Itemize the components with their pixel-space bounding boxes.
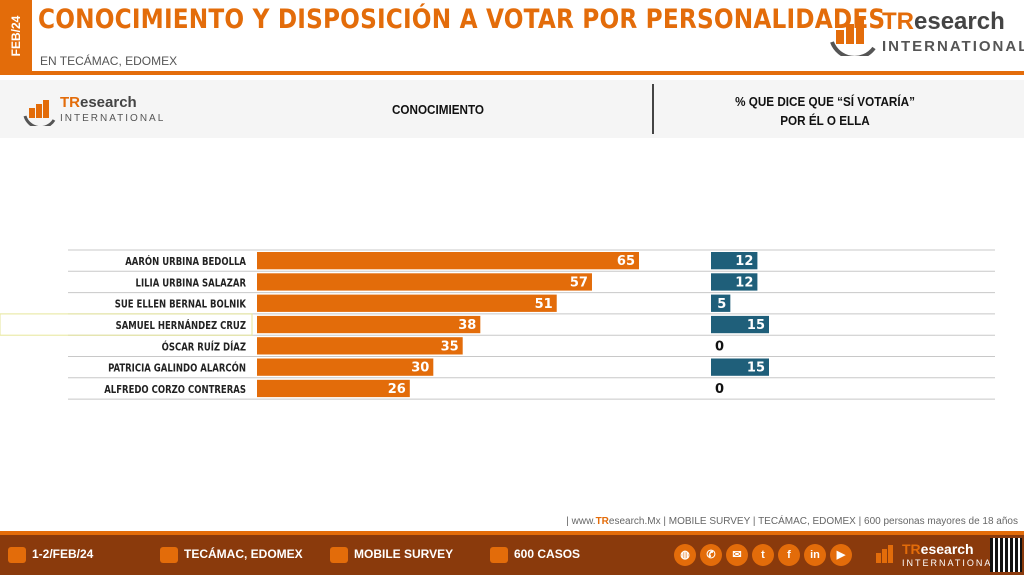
page-title: CONOCIMIENTO Y DISPOSICIÓN A VOTAR POR P…	[38, 4, 886, 35]
youtube-icon[interactable]: ▶	[830, 544, 852, 566]
column-header-conocimiento: CONOCIMIENTO	[391, 102, 485, 117]
footer-cases-label: 600 CASOS	[514, 547, 581, 562]
conocimiento-value-label: 30	[411, 361, 429, 376]
votaria-value-label: 12	[735, 254, 753, 269]
conocimiento-bar	[257, 337, 463, 355]
email-icon[interactable]: ✉	[726, 544, 748, 566]
logo-icon	[23, 100, 56, 126]
votaria-value-label: 0	[715, 382, 724, 397]
logo-brand-suffix: esearch	[914, 8, 1005, 35]
linkedin-icon[interactable]: in	[804, 544, 826, 566]
qr-code-icon[interactable]	[990, 538, 1022, 572]
votaria-value-label: 5	[717, 297, 726, 312]
footer-method-label: MOBILE SURVEY	[354, 547, 454, 562]
conocimiento-value-label: 57	[570, 275, 588, 290]
votaria-value-label: 12	[735, 275, 753, 290]
votaria-value-label: 15	[747, 318, 765, 333]
footer-bar: 1-2/FEB/24 TECÁMAC, EDOMEX MOBILE SURVEY…	[0, 535, 1024, 575]
votaria-bar	[711, 273, 758, 291]
page-subtitle: EN TECÁMAC, EDOMEX	[40, 54, 178, 68]
logo-brand-prefix: TR	[60, 94, 80, 111]
votaria-bar	[711, 315, 769, 334]
category-label: LILIA URBINA SALAZAR	[136, 277, 246, 290]
globe-icon[interactable]: ◍	[674, 544, 696, 566]
footer-date-label: 1-2/FEB/24	[32, 547, 94, 562]
votaria-value-label: 0	[715, 339, 724, 354]
column-header-votaria: % QUE DICE QUE “SÍ VOTARÍA” POR ÉL O ELL…	[695, 92, 956, 130]
logo-brand-suffix: esearch	[920, 541, 974, 557]
logo-brand-suffix: esearch	[80, 94, 137, 111]
conocimiento-value-label: 51	[535, 297, 553, 312]
conocimiento-value-label: 26	[388, 382, 406, 397]
votaria-bar	[711, 252, 758, 270]
footer-note-rest: esearch.Mx | MOBILE SURVEY | TECÁMAC, ED…	[608, 516, 1018, 527]
logo-sub: INTERNATIONAL	[60, 113, 166, 124]
conocimiento-value-label: 65	[617, 254, 635, 269]
twitter-icon[interactable]: t	[752, 544, 774, 566]
facebook-icon[interactable]: f	[778, 544, 800, 566]
footer-date: 1-2/FEB/24	[8, 547, 93, 563]
category-label: SUE ELLEN BERNAL BOLNIK	[115, 298, 247, 311]
logo-sub: INTERNATIONAL	[882, 38, 1024, 55]
votaria-value-label: 15	[747, 361, 765, 376]
logo-brand-prefix: TR	[882, 8, 914, 35]
footer-note: | www.TResearch.Mx | MOBILE SURVEY | TEC…	[566, 516, 1018, 527]
footer-note-brand: TR	[595, 516, 609, 527]
category-label: SAMUEL HERNÁNDEZ CRUZ	[116, 318, 247, 332]
logo-sub: INTERNATIONAL	[902, 558, 1000, 568]
category-label: PATRICIA GALINDO ALARCÓN	[108, 361, 246, 375]
calendar-icon	[8, 547, 26, 563]
votaria-bar	[711, 294, 731, 312]
conocimiento-bar	[257, 252, 639, 270]
category-label: ALFREDO CORZO CONTRERAS	[104, 383, 246, 396]
conocimiento-value-label: 38	[458, 318, 476, 333]
votaria-bar	[711, 358, 769, 376]
footer-note-prefix: | www.	[566, 516, 596, 527]
logo-icon	[830, 18, 876, 56]
date-tab: FEB/24	[0, 0, 32, 72]
conocimiento-bar	[257, 294, 557, 312]
conocimiento-bar	[257, 315, 481, 334]
survey-icon	[330, 547, 348, 563]
category-label: AARÓN URBINA BEDOLLA	[125, 254, 247, 268]
footer-method: MOBILE SURVEY	[330, 547, 453, 563]
footer-divider	[0, 531, 1024, 535]
chat-bubble-icon	[490, 547, 508, 563]
conocimiento-bar	[257, 379, 410, 398]
location-pin-icon	[160, 547, 178, 563]
conocimiento-bar	[257, 358, 434, 376]
table-header-band	[0, 80, 1024, 138]
row-highlight	[0, 313, 253, 336]
conocimiento-bar	[257, 273, 592, 291]
header-divider	[0, 71, 1024, 75]
conocimiento-value-label: 35	[441, 339, 459, 354]
column-separator	[652, 84, 654, 134]
logo-brand-prefix: TR	[902, 541, 921, 557]
column-header-votaria-line1: % QUE DICE QUE “SÍ VOTARÍA”	[735, 94, 915, 109]
column-header-votaria-line2: POR ÉL O ELLA	[780, 113, 870, 128]
whatsapp-icon[interactable]: ✆	[700, 544, 722, 566]
category-label: ÓSCAR RUÍZ DÍAZ	[162, 340, 247, 354]
logo-icon	[876, 545, 893, 563]
footer-location: TECÁMAC, EDOMEX	[160, 547, 303, 563]
footer-cases: 600 CASOS	[490, 547, 580, 563]
footer-location-label: TECÁMAC, EDOMEX	[184, 547, 303, 562]
